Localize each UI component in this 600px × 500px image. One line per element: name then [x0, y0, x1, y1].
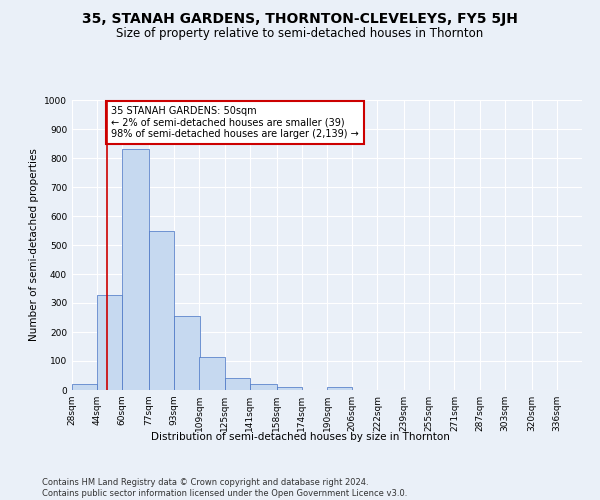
- Bar: [250, 384, 277, 390]
- Bar: [327, 386, 352, 390]
- Bar: [199, 356, 224, 390]
- Bar: [149, 230, 175, 390]
- Text: 35, STANAH GARDENS, THORNTON-CLEVELEYS, FY5 5JH: 35, STANAH GARDENS, THORNTON-CLEVELEYS, …: [82, 12, 518, 26]
- Bar: [97, 295, 122, 390]
- Text: Contains HM Land Registry data © Crown copyright and database right 2024.
Contai: Contains HM Land Registry data © Crown c…: [42, 478, 407, 498]
- Bar: [224, 378, 250, 390]
- Y-axis label: Number of semi-detached properties: Number of semi-detached properties: [29, 148, 38, 342]
- Text: Distribution of semi-detached houses by size in Thornton: Distribution of semi-detached houses by …: [151, 432, 449, 442]
- Text: 35 STANAH GARDENS: 50sqm
← 2% of semi-detached houses are smaller (39)
98% of se: 35 STANAH GARDENS: 50sqm ← 2% of semi-de…: [112, 106, 359, 139]
- Text: Size of property relative to semi-detached houses in Thornton: Size of property relative to semi-detach…: [116, 28, 484, 40]
- Bar: [122, 150, 149, 390]
- Bar: [72, 384, 97, 390]
- Bar: [277, 386, 302, 390]
- Bar: [175, 316, 199, 390]
